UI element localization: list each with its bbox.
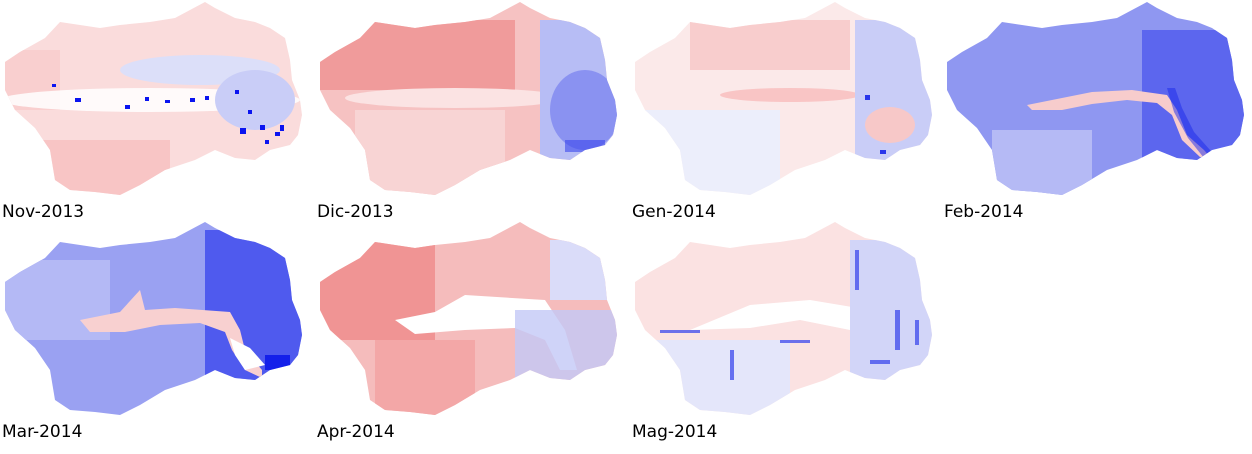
map-caption: Feb-2014 (944, 202, 1024, 222)
map-panel-dic-2013: Dic-2013 (315, 0, 627, 222)
map-caption: Mar-2014 (2, 422, 83, 442)
raster-map (320, 222, 617, 415)
map-panel-feb-2014: Feb-2014 (942, 0, 1252, 222)
map-panel-apr-2014: Apr-2014 (315, 220, 627, 442)
map-caption: Gen-2014 (632, 202, 716, 222)
map-panel-mag-2014: Mag-2014 (630, 220, 942, 442)
empty-panel (942, 220, 1252, 442)
map-panel-nov-2013: Nov-2013 (0, 0, 312, 222)
raster-map (320, 2, 617, 195)
map-panel-mar-2014: Mar-2014 (0, 220, 312, 442)
map-panel-gen-2014: Gen-2014 (630, 0, 942, 222)
map-caption: Dic-2013 (317, 202, 394, 222)
map-caption: Nov-2013 (2, 202, 85, 222)
raster-map (635, 222, 932, 415)
map-caption: Apr-2014 (317, 422, 395, 442)
map-caption: Mag-2014 (632, 422, 718, 442)
raster-map (947, 2, 1244, 195)
raster-map (635, 2, 932, 195)
raster-map (5, 2, 302, 195)
raster-map (5, 222, 302, 415)
